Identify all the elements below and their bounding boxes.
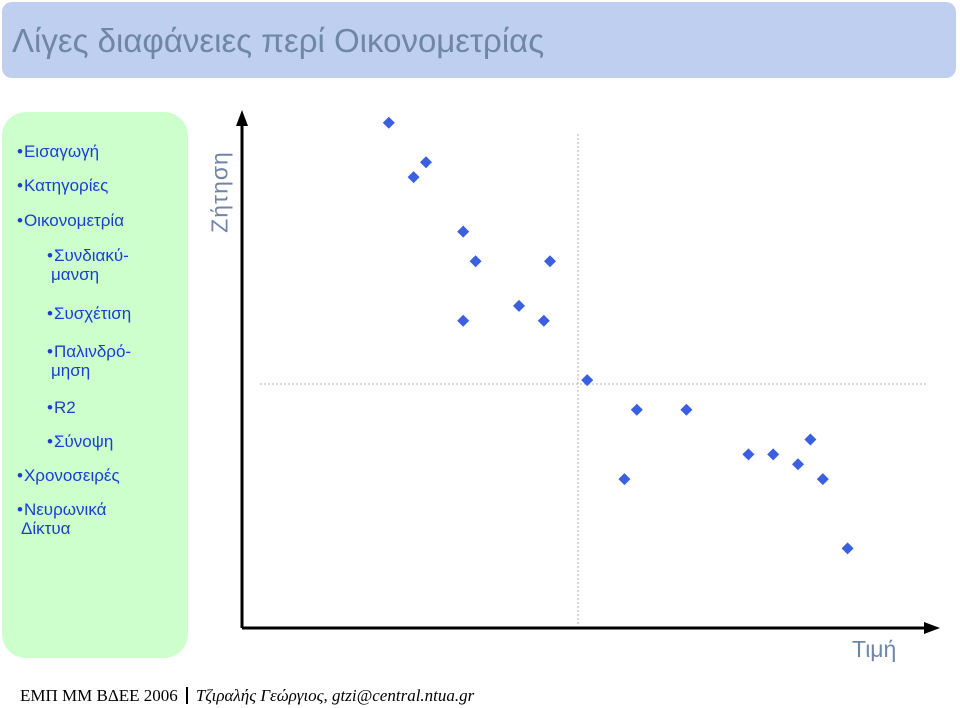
x-axis-label: Τιμή <box>852 636 897 662</box>
footer: ΕΜΠ ΜΜ ΒΔΕΕ 2006 Τζιραλής Γεώργιος, gtzi@… <box>20 686 474 706</box>
data-point-8 <box>544 255 556 268</box>
data-point-4 <box>469 255 482 268</box>
nav-item-3[interactable]: •Συνδιακύ-μανση <box>47 246 129 284</box>
nav-item-label: Εισαγωγή <box>23 142 100 161</box>
bullet-icon: • <box>47 304 53 323</box>
footer-separator <box>185 687 188 704</box>
nav-item-label: Συσχέτιση <box>53 304 132 323</box>
nav-item-2[interactable]: •Οικονομετρία <box>17 211 124 230</box>
data-point-18 <box>841 542 854 555</box>
sidebar-nav: •Εισαγωγή •Κατηγορίες •Οικονομετρία •Συνδια… <box>2 112 188 658</box>
y-axis-label-box: Ζήτηση <box>203 142 237 242</box>
data-point-13 <box>742 448 755 461</box>
bullet-icon: • <box>47 246 53 265</box>
footer-right: Τζιραλής Γεώργιος, gtzi@central.ntua.gr <box>195 686 475 705</box>
nav-item-1[interactable]: •Κατηγορίες <box>17 176 108 195</box>
data-point-0 <box>382 116 395 129</box>
nav-item-6[interactable]: •R2 <box>47 398 76 417</box>
nav-item-label: Κατηγορίες <box>23 176 109 195</box>
data-point-1 <box>407 171 420 184</box>
data-point-3 <box>457 225 470 238</box>
y-axis-label: Ζήτηση <box>206 151 233 233</box>
bullet-icon: • <box>47 398 53 417</box>
bullet-icon: • <box>17 176 23 195</box>
data-point-9 <box>581 374 594 387</box>
nav-item-label-cont: Δίκτυα <box>21 519 71 538</box>
nav-item-4[interactable]: •Συσχέτιση <box>47 304 131 323</box>
bullet-icon: • <box>47 432 53 451</box>
nav-item-5[interactable]: •Παλινδρό-μηση <box>47 342 131 380</box>
nav-item-label-cont: μανση <box>51 265 100 284</box>
data-point-14 <box>767 448 780 461</box>
nav-item-label: Παλινδρό- <box>53 342 132 361</box>
data-point-11 <box>618 473 631 486</box>
nav-item-label: Σύνοψη <box>53 432 114 451</box>
slide-title: Λίγες διαφάνειες περί Οικονομετρίας <box>12 22 545 59</box>
data-point-7 <box>537 314 550 327</box>
nav-item-label-cont: μηση <box>51 361 91 380</box>
bullet-icon: • <box>17 211 23 230</box>
nav-item-9[interactable]: •Νευρωνικά Δίκτυα <box>17 500 106 538</box>
bullet-icon: • <box>47 342 53 361</box>
data-point-2 <box>420 156 432 169</box>
nav-item-label: R2 <box>53 398 76 417</box>
bullet-icon: • <box>17 466 23 485</box>
title-bar: Λίγες διαφάνειες περί Οικονομετρίας <box>2 2 956 78</box>
nav-item-label: Συνδιακύ- <box>53 246 129 265</box>
footer-left: ΕΜΠ ΜΜ ΒΔΕΕ 2006 <box>20 686 178 705</box>
nav-item-label: Νευρωνικά <box>23 500 107 519</box>
nav-item-label: Οικονομετρία <box>23 211 125 230</box>
data-point-12 <box>680 403 693 416</box>
y-axis-arrow-icon <box>236 110 248 126</box>
nav-item-7[interactable]: •Σύνοψη <box>47 432 113 451</box>
data-point-17 <box>804 433 817 446</box>
data-point-10 <box>630 403 643 416</box>
bullet-icon: • <box>17 500 23 519</box>
data-point-16 <box>816 473 829 486</box>
data-point-6 <box>513 299 525 312</box>
nav-item-8[interactable]: •Χρονοσειρές <box>17 466 120 485</box>
bullet-icon: • <box>17 142 23 161</box>
data-point-5 <box>457 314 470 327</box>
data-point-15 <box>792 458 804 471</box>
x-axis-arrow-icon <box>924 622 940 634</box>
nav-item-0[interactable]: •Εισαγωγή <box>17 142 99 161</box>
nav-item-label: Χρονοσειρές <box>23 466 120 485</box>
